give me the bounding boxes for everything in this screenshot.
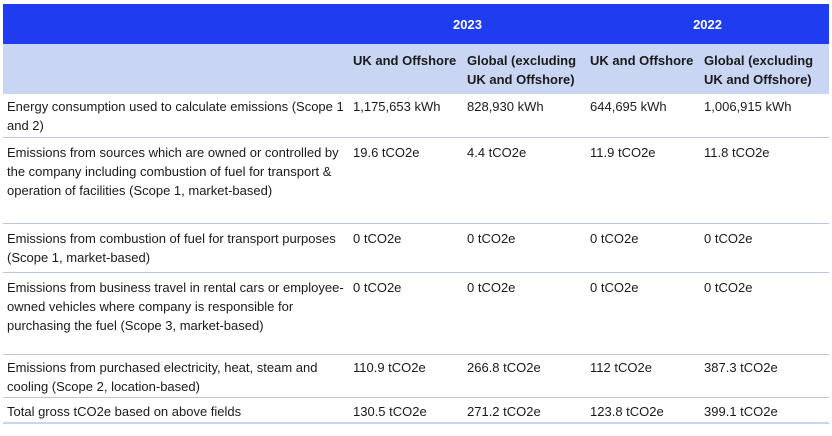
column-header-2022-global: Global (excluding UK and Offshore) bbox=[700, 44, 830, 94]
table-row: Emissions from purchased electricity, he… bbox=[3, 354, 830, 398]
cell-2022-global: 0 tCO2e bbox=[700, 223, 830, 273]
year-header-row: 2023 2022 bbox=[3, 4, 830, 44]
cell-2022-global: 399.1 tCO2e bbox=[700, 397, 830, 424]
cell-2023-global: 0 tCO2e bbox=[463, 223, 587, 273]
cell-2022-uk: 123.8 tCO2e bbox=[586, 397, 701, 424]
emissions-table: 2023 2022 UK and Offshore Global (exclud… bbox=[3, 4, 830, 424]
year-header-2022: 2022 bbox=[586, 4, 830, 44]
cell-2023-global: 828,930 kWh bbox=[463, 94, 587, 138]
row-label: Emissions from combustion of fuel for tr… bbox=[3, 223, 349, 273]
cell-2023-global: 271.2 tCO2e bbox=[463, 397, 587, 424]
cell-2023-global: 4.4 tCO2e bbox=[463, 137, 587, 224]
row-label: Emissions from business travel in rental… bbox=[3, 272, 349, 355]
table-row: Emissions from business travel in rental… bbox=[3, 272, 830, 355]
cell-2023-global: 0 tCO2e bbox=[463, 272, 587, 355]
cell-2022-global: 0 tCO2e bbox=[700, 272, 830, 355]
cell-2023-uk: 110.9 tCO2e bbox=[349, 354, 463, 398]
cell-2022-global: 11.8 tCO2e bbox=[700, 137, 830, 224]
cell-2022-uk: 0 tCO2e bbox=[586, 272, 701, 355]
row-label: Total gross tCO2e based on above fields bbox=[3, 397, 349, 424]
table-row: Energy consumption used to calculate emi… bbox=[3, 94, 830, 138]
cell-2022-global: 1,006,915 kWh bbox=[700, 94, 830, 138]
cell-2022-uk: 112 tCO2e bbox=[586, 354, 701, 398]
column-header-2023-uk: UK and Offshore bbox=[349, 44, 463, 94]
header-blank-cell bbox=[3, 44, 349, 94]
row-label: Emissions from purchased electricity, he… bbox=[3, 354, 349, 398]
column-header-row: UK and Offshore Global (excluding UK and… bbox=[3, 44, 830, 94]
row-label: Energy consumption used to calculate emi… bbox=[3, 94, 349, 138]
cell-2022-global: 387.3 tCO2e bbox=[700, 354, 830, 398]
header-blank-cell bbox=[3, 4, 349, 44]
table-row: Total gross tCO2e based on above fields … bbox=[3, 397, 830, 424]
column-header-2023-global: Global (excluding UK and Offshore) bbox=[463, 44, 587, 94]
row-label: Emissions from sources which are owned o… bbox=[3, 137, 349, 224]
cell-2023-uk: 19.6 tCO2e bbox=[349, 137, 463, 224]
cell-2023-uk: 0 tCO2e bbox=[349, 272, 463, 355]
table-row: Emissions from sources which are owned o… bbox=[3, 137, 830, 224]
cell-2022-uk: 644,695 kWh bbox=[586, 94, 701, 138]
table-row: Emissions from combustion of fuel for tr… bbox=[3, 223, 830, 273]
year-header-2023: 2023 bbox=[349, 4, 587, 44]
cell-2022-uk: 0 tCO2e bbox=[586, 223, 701, 273]
column-header-2022-uk: UK and Offshore bbox=[586, 44, 701, 94]
cell-2023-uk: 130.5 tCO2e bbox=[349, 397, 463, 424]
cell-2022-uk: 11.9 tCO2e bbox=[586, 137, 701, 224]
cell-2023-global: 266.8 tCO2e bbox=[463, 354, 587, 398]
cell-2023-uk: 1,175,653 kWh bbox=[349, 94, 463, 138]
cell-2023-uk: 0 tCO2e bbox=[349, 223, 463, 273]
